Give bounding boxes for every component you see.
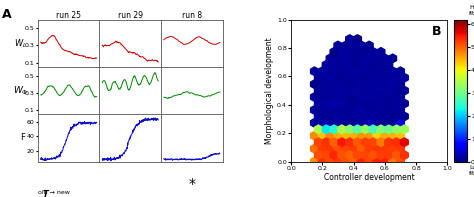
Title: run 25: run 25 [56, 11, 81, 20]
Text: A: A [2, 8, 12, 21]
Text: High
fitness: High fitness [469, 5, 474, 16]
Text: *: * [188, 177, 195, 191]
Title: run 29: run 29 [118, 11, 143, 20]
Text: old → new: old → new [38, 190, 70, 195]
X-axis label: Controller development: Controller development [324, 174, 415, 182]
Text: Low
fitness: Low fitness [469, 165, 474, 176]
Title: run 8: run 8 [182, 11, 202, 20]
Y-axis label: $W_\Phi$: $W_\Phi$ [13, 84, 28, 97]
Y-axis label: Morphological development: Morphological development [265, 37, 274, 144]
Text: T: T [43, 190, 48, 197]
Y-axis label: $W_L$: $W_L$ [14, 37, 27, 50]
Y-axis label: F: F [20, 133, 25, 142]
Text: B: B [432, 25, 441, 38]
